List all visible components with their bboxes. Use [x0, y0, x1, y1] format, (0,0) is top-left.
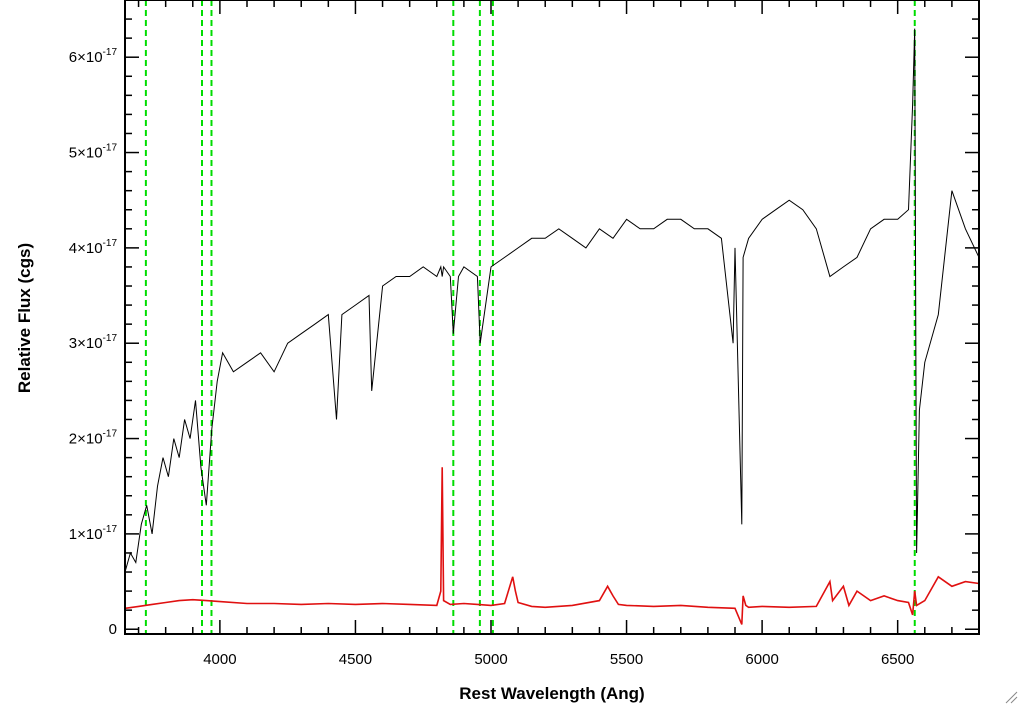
plot-frame [124, 0, 980, 635]
x-tick-label: 4000 [203, 651, 236, 668]
x-tick-label: 6000 [745, 651, 778, 668]
x-axis-title: Rest Wavelength (Ang) [459, 684, 644, 703]
series-group [124, 28, 980, 625]
y-tick-label: 0 [109, 621, 117, 638]
reference-lines-group [144, 0, 916, 634]
y-tick-label: 4×10-17 [69, 238, 118, 257]
y-axis: 0 1×10-17 2×10-17 3×10-17 4×10-17 5×10-17 6×10… [69, 18, 979, 638]
y-tick-label: 3×10-17 [69, 333, 118, 352]
x-tick-label: 6500 [881, 651, 914, 668]
resize-grip-icon[interactable] [1004, 690, 1018, 704]
series-line-0 [124, 28, 980, 573]
y-axis-title: Relative Flux (cgs) [15, 243, 34, 393]
x-tick-label: 4500 [339, 651, 372, 668]
y-tick-label: 1×10-17 [69, 524, 118, 543]
x-tick-label: 5500 [610, 651, 643, 668]
y-tick-label: 5×10-17 [69, 143, 118, 162]
series-line-1 [124, 467, 980, 625]
x-axis: 4000 4500 5000 5500 6000 6500 [137, 0, 980, 668]
y-tick-label: 6×10-17 [69, 47, 118, 66]
x-tick-label: 5000 [474, 651, 507, 668]
y-tick-label: 2×10-17 [69, 429, 118, 448]
